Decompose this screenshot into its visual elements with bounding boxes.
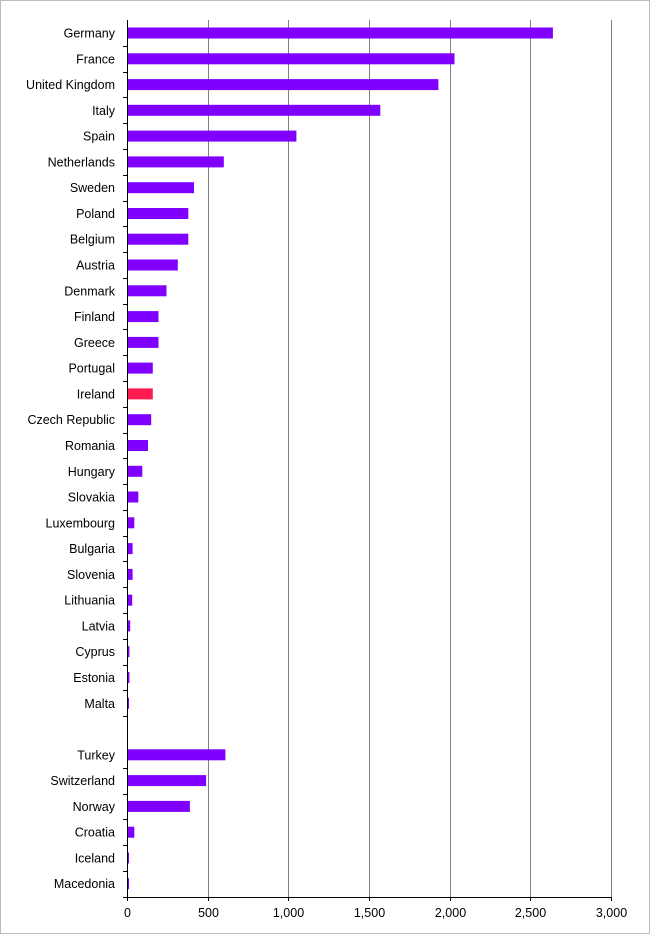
category-label-netherlands: Netherlands bbox=[48, 155, 115, 169]
bar-denmark bbox=[128, 285, 167, 297]
category-labels: Germany France United Kingdom Italy Spain Net… bbox=[26, 27, 116, 892]
bar-slovakia bbox=[128, 491, 139, 503]
bar-switzerland bbox=[128, 775, 207, 787]
bar-lithuania bbox=[128, 594, 133, 606]
bar-spain bbox=[128, 130, 297, 142]
category-label-slovenia: Slovenia bbox=[67, 568, 115, 582]
category-label-macedonia: Macedonia bbox=[54, 877, 115, 891]
bar-poland bbox=[128, 208, 189, 219]
x-tick-label: 1,500 bbox=[354, 906, 385, 920]
category-label-malta: Malta bbox=[84, 697, 115, 711]
bar-ireland bbox=[128, 388, 153, 400]
category-label-turkey: Turkey bbox=[77, 748, 115, 762]
bar-italy bbox=[128, 104, 381, 116]
bar-netherlands bbox=[128, 156, 224, 168]
bar-portugal bbox=[128, 362, 153, 374]
category-label-hungary: Hungary bbox=[68, 465, 116, 479]
category-label-bulgaria: Bulgaria bbox=[69, 542, 115, 556]
bar-finland bbox=[128, 311, 159, 323]
category-label-lithuania: Lithuania bbox=[64, 594, 115, 608]
x-tick-label: 1,000 bbox=[273, 906, 304, 920]
x-tick-label: 3,000 bbox=[596, 906, 627, 920]
bar-hungary bbox=[128, 465, 143, 477]
category-label-portugal: Portugal bbox=[68, 362, 115, 376]
category-label-switzerland: Switzerland bbox=[50, 774, 115, 788]
bar-belgium bbox=[128, 233, 189, 245]
bar-slovenia bbox=[128, 568, 133, 580]
bar-estonia bbox=[128, 672, 130, 683]
category-label-finland: Finland bbox=[74, 310, 115, 324]
category-label-czech-republic: Czech Republic bbox=[27, 413, 115, 427]
category-label-france: France bbox=[76, 52, 115, 66]
bar-united-kingdom bbox=[128, 79, 439, 91]
bar-romania bbox=[128, 440, 148, 451]
bar-greece bbox=[128, 336, 159, 348]
category-label-united-kingdom: United Kingdom bbox=[26, 78, 115, 92]
bar-cyprus bbox=[128, 646, 130, 658]
bar-luxembourg bbox=[128, 517, 135, 529]
bar-turkey bbox=[128, 749, 226, 761]
bar-france bbox=[128, 53, 455, 65]
bar-norway bbox=[128, 800, 190, 812]
category-label-iceland: Iceland bbox=[75, 852, 115, 866]
x-tick-labels: 0 500 1,000 1,500 2,000 2,500 3,000 bbox=[124, 906, 627, 920]
x-tick-label: 0 bbox=[124, 906, 131, 920]
category-label-sweden: Sweden bbox=[70, 181, 115, 195]
x-tick-label: 500 bbox=[198, 906, 219, 920]
category-label-norway: Norway bbox=[73, 800, 116, 814]
category-label-austria: Austria bbox=[76, 259, 115, 273]
bar-germany bbox=[128, 27, 553, 39]
category-label-belgium: Belgium bbox=[70, 233, 115, 247]
gridlines bbox=[208, 20, 612, 897]
bar-iceland bbox=[128, 852, 129, 864]
bar-czech-republic bbox=[128, 414, 152, 426]
category-label-slovakia: Slovakia bbox=[68, 491, 115, 505]
bars bbox=[128, 27, 553, 890]
category-label-italy: Italy bbox=[92, 104, 116, 118]
bar-sweden bbox=[128, 182, 194, 194]
category-label-romania: Romania bbox=[65, 439, 115, 453]
category-label-cyprus: Cyprus bbox=[75, 645, 115, 659]
x-tick-label: 2,000 bbox=[435, 906, 466, 920]
category-label-denmark: Denmark bbox=[64, 284, 115, 298]
category-label-croatia: Croatia bbox=[75, 826, 115, 840]
axes bbox=[123, 20, 612, 901]
bar-latvia bbox=[128, 620, 131, 632]
category-label-spain: Spain bbox=[83, 130, 115, 144]
category-label-ireland: Ireland bbox=[77, 387, 115, 401]
bar-macedonia bbox=[128, 878, 129, 890]
bar-croatia bbox=[128, 826, 135, 838]
x-tick-label: 2,500 bbox=[515, 906, 546, 920]
category-label-greece: Greece bbox=[74, 336, 115, 350]
bar-malta bbox=[128, 697, 129, 709]
category-label-latvia: Latvia bbox=[82, 619, 115, 633]
category-label-germany: Germany bbox=[64, 27, 116, 41]
bar-bulgaria bbox=[128, 543, 133, 555]
category-label-poland: Poland bbox=[76, 207, 115, 221]
bar-austria bbox=[128, 259, 178, 271]
category-label-estonia: Estonia bbox=[73, 671, 115, 685]
category-label-luxembourg: Luxembourg bbox=[46, 516, 116, 530]
